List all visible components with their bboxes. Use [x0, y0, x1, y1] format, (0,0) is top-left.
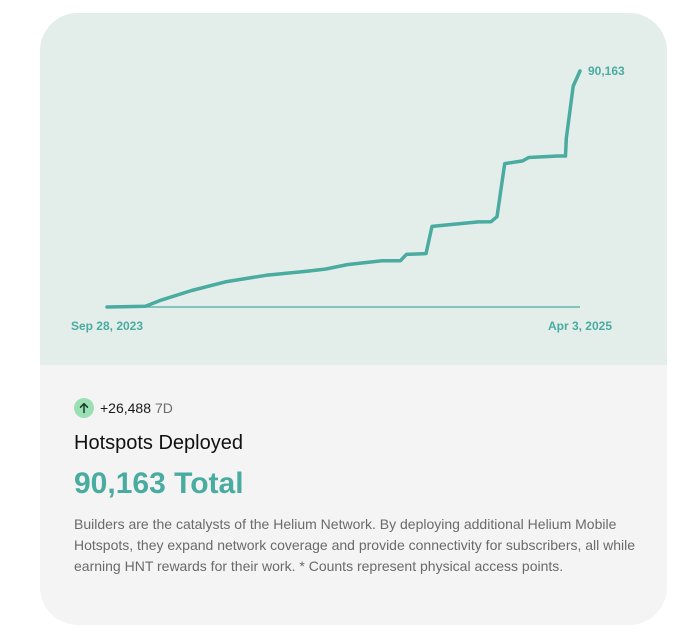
change-row: +26,488 7D: [74, 398, 644, 418]
metric-total: 90,163 Total: [74, 467, 244, 500]
change-value: +26,488: [100, 400, 151, 416]
hotspots-card: Sep 28, 2023 Apr 3, 2025 90,163 +26,488 7D…: [40, 13, 667, 625]
metric-description: Builders are the catalysts of the Helium…: [74, 516, 636, 574]
change-period: 7D: [155, 400, 173, 416]
series-line-0: [105, 69, 582, 309]
hotspots-line-chart: Sep 28, 2023 Apr 3, 2025 90,163: [71, 64, 625, 333]
x-tick-label-start: Sep 28, 2023: [71, 319, 143, 333]
end-value-label: 90,163: [588, 64, 625, 78]
chart-area: Sep 28, 2023 Apr 3, 2025 90,163: [40, 13, 667, 365]
x-tick-label-end: Apr 3, 2025: [548, 319, 612, 333]
arrow-up-icon: [74, 398, 94, 418]
metric-info: +26,488 7D Hotspots Deployed 90,163 Tota…: [74, 398, 644, 577]
metric-title: Hotspots Deployed: [74, 432, 243, 454]
